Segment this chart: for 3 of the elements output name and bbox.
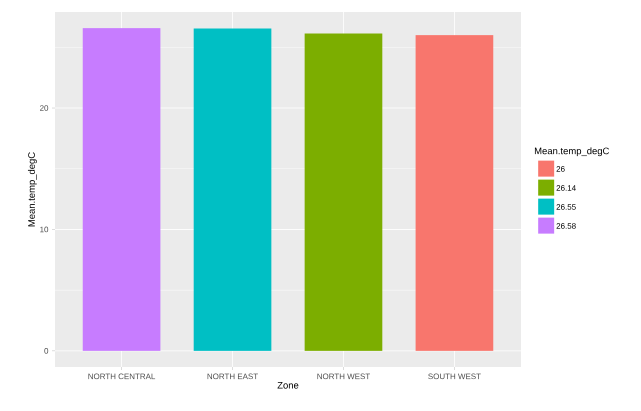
x-axis-title: Zone xyxy=(278,382,298,389)
legend-title: Mean.temp_degC xyxy=(534,147,610,156)
y-axis-title: Mean.temp_degC xyxy=(28,152,37,226)
